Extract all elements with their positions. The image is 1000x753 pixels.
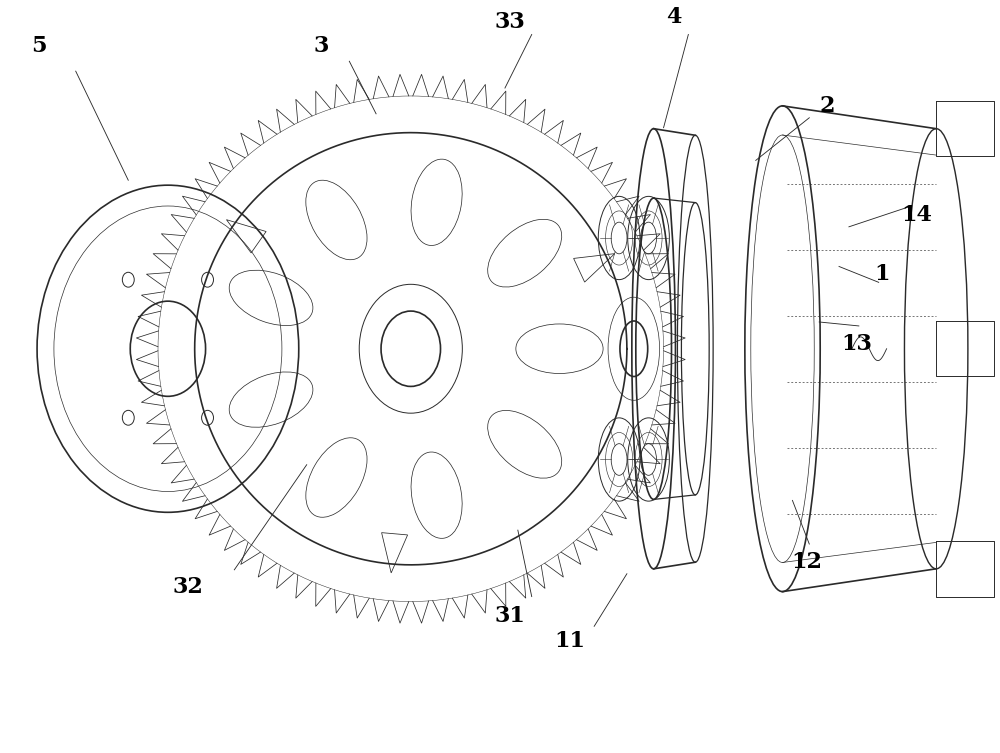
Text: 14: 14: [901, 204, 932, 226]
Text: 32: 32: [172, 575, 203, 598]
Text: 4: 4: [666, 6, 681, 28]
Text: 2: 2: [819, 95, 835, 117]
Text: 13: 13: [841, 333, 872, 355]
Text: 11: 11: [554, 630, 585, 652]
Text: 12: 12: [792, 551, 823, 573]
Text: 33: 33: [495, 11, 525, 32]
Text: 31: 31: [494, 605, 525, 627]
Text: 1: 1: [874, 264, 889, 285]
Text: 5: 5: [31, 35, 47, 57]
Text: 3: 3: [314, 35, 329, 57]
